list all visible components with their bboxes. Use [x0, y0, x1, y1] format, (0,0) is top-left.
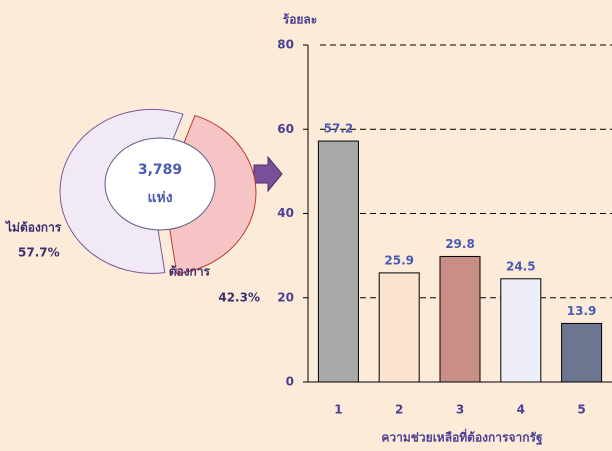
y-axis-title: ร้อยละ [283, 13, 317, 27]
bar [561, 322, 603, 383]
bar-value-label: 24.5 [506, 259, 536, 273]
slice-value-label: 42.3% [218, 291, 260, 305]
x-tick-label: 2 [395, 403, 403, 417]
bar-value-label: 13.9 [567, 304, 597, 318]
arrow [253, 155, 283, 193]
bar [439, 255, 481, 383]
center-circle [104, 137, 216, 231]
bar [500, 278, 542, 383]
y-tick-label: 0 [286, 375, 294, 389]
bar [378, 272, 420, 383]
y-tick-label: 20 [277, 290, 294, 304]
y-tick-label: 60 [277, 122, 294, 136]
y-tick-label: 80 [277, 38, 294, 52]
slice-label: ไม่ต้องการ [4, 220, 62, 235]
x-axis-title: ความช่วยเหลือที่ต้องการจากรัฐ [381, 429, 543, 446]
slice-label: ต้องการ [169, 265, 211, 279]
slice-value-label: 57.7% [18, 246, 60, 260]
center-text: 3,789 [138, 162, 182, 178]
center-text: แห่ง [147, 190, 172, 206]
bar-value-label: 29.8 [445, 237, 475, 251]
bar-value-label: 57.2 [324, 122, 354, 136]
bar [317, 140, 359, 383]
x-tick-label: 4 [517, 403, 525, 417]
x-tick-label: 5 [577, 403, 585, 417]
x-tick-label: 3 [456, 403, 464, 417]
y-tick-label: 40 [277, 206, 294, 220]
x-tick-label: 1 [334, 403, 342, 417]
bar-value-label: 25.9 [384, 253, 414, 267]
